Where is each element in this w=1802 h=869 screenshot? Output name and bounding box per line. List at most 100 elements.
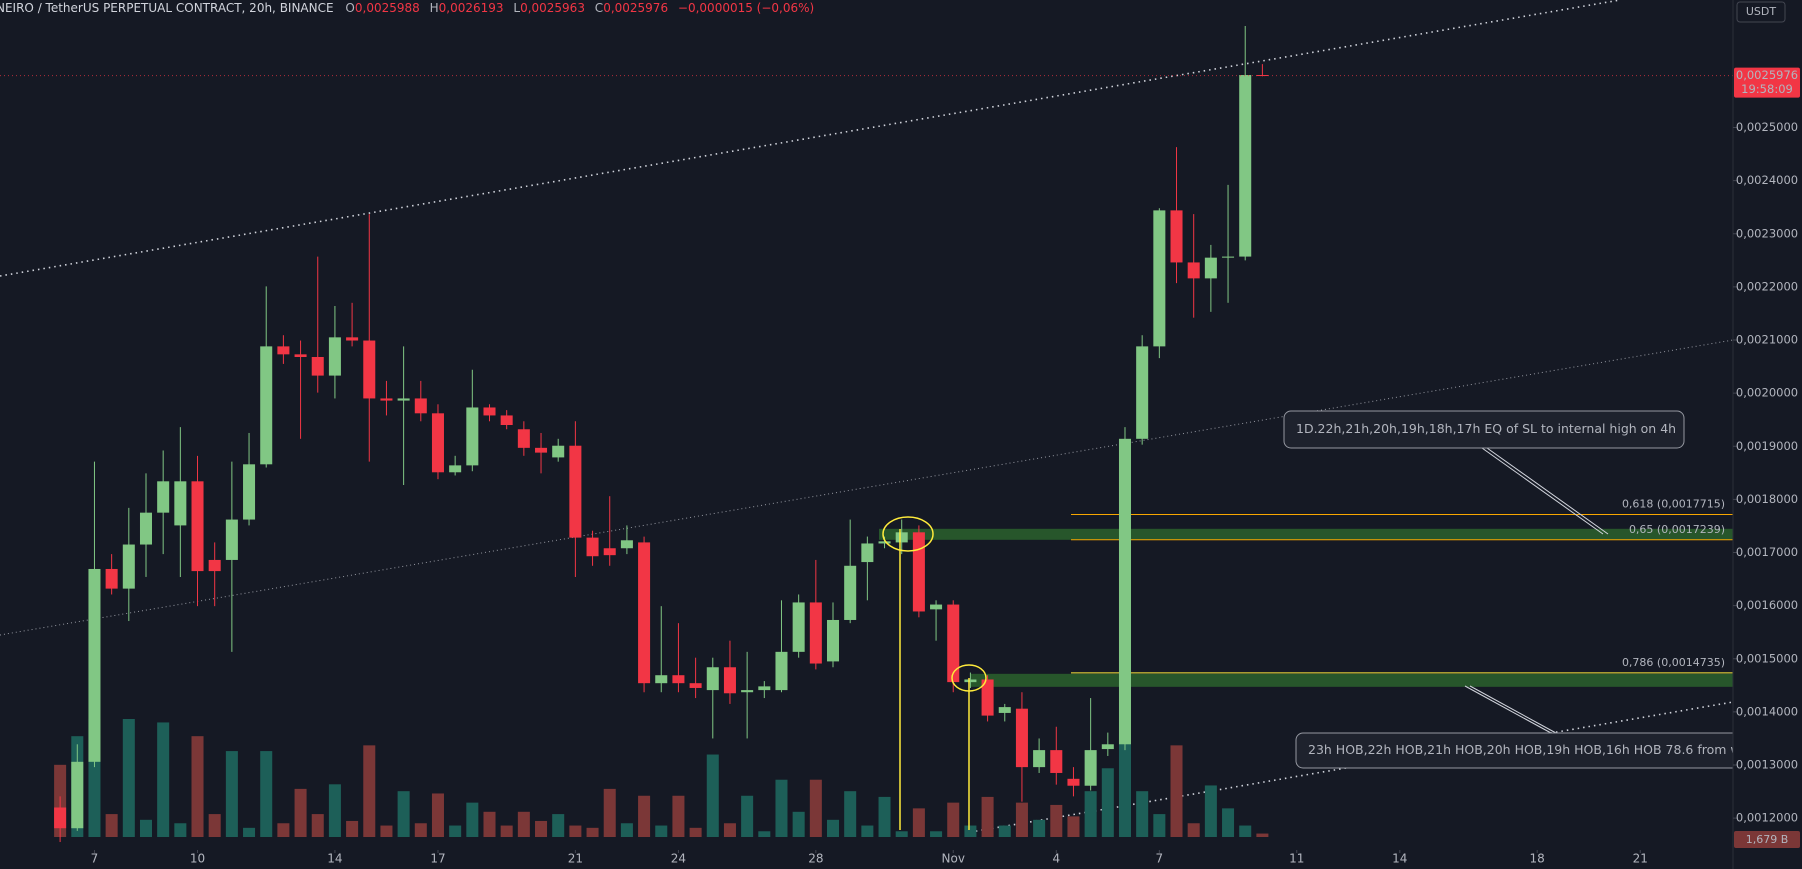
candle-body <box>1187 262 1200 279</box>
volume-bar <box>414 823 427 837</box>
volume-bar <box>397 791 410 837</box>
volume-bar <box>655 825 668 837</box>
candle-body <box>844 565 857 620</box>
volume-bar <box>1033 819 1046 837</box>
volume-bar <box>844 791 857 837</box>
candle-body <box>535 447 548 453</box>
volume-bar <box>930 831 943 837</box>
candle-body <box>380 398 393 401</box>
y-tick-label: 0,0018000 <box>1736 492 1798 506</box>
volume-tag <box>1734 831 1800 848</box>
legend-key: H <box>430 1 439 15</box>
candle-body <box>500 415 513 425</box>
legend-value: 0,0025988 <box>355 1 420 15</box>
candle-body <box>878 541 891 544</box>
volume-bar <box>174 823 187 837</box>
callout-line <box>1469 685 1557 734</box>
candle-body <box>397 398 410 401</box>
volume-bar <box>1187 823 1200 837</box>
y-tick-label: 0,0023000 <box>1736 226 1798 240</box>
volume-bar <box>895 831 908 837</box>
volume-bar <box>1222 808 1235 837</box>
volume-bar <box>998 825 1011 837</box>
volume-bar <box>878 796 891 837</box>
countdown: 19:58:09 <box>1741 82 1793 96</box>
candle-body <box>912 532 925 612</box>
volume-bar <box>1204 785 1217 837</box>
change: −0,0000015 (−0,06%) <box>678 1 814 15</box>
y-tick-label: 0,0012000 <box>1736 811 1798 825</box>
volume-bar <box>758 831 771 837</box>
y-tick-label: 0,0013000 <box>1736 758 1798 772</box>
volume-bar <box>208 814 221 837</box>
volume-bar <box>809 779 822 837</box>
candle-body <box>964 679 977 683</box>
chart-title: NEIRO / TetherUS PERPETUAL CONTRACT, 20h… <box>0 1 334 15</box>
volume-bar <box>638 795 651 837</box>
volume-bar <box>1153 814 1166 837</box>
candle-body <box>208 559 221 572</box>
candle-body <box>672 675 685 684</box>
candle-body <box>1033 750 1046 768</box>
volume-bar <box>431 793 444 837</box>
marker <box>882 516 934 552</box>
x-tick-label: 4 <box>1052 852 1060 866</box>
candle-body <box>861 543 874 563</box>
volume-bar <box>1170 745 1183 837</box>
candle-body <box>586 537 599 557</box>
x-tick-label: 24 <box>671 852 686 866</box>
fib-label: 0,65 (0,0017239) <box>1629 523 1725 536</box>
candle-body <box>1084 750 1097 786</box>
candle-body <box>1153 210 1166 347</box>
y-tick-label: 0,0021000 <box>1736 333 1798 347</box>
candle-body <box>431 413 444 473</box>
legend-key: O <box>345 1 354 15</box>
candle-body <box>1170 210 1183 263</box>
candle-body <box>603 548 616 556</box>
y-tick-label: 0,0016000 <box>1736 598 1798 612</box>
volume-bar <box>483 811 496 837</box>
volume-bar <box>1136 791 1149 837</box>
candle-body <box>414 398 427 414</box>
volume-bar <box>689 827 702 837</box>
candle-body <box>689 683 702 688</box>
x-tick-label: 18 <box>1530 852 1545 866</box>
candle-body <box>981 679 994 716</box>
candle-body <box>1050 750 1063 773</box>
candle-body <box>706 667 719 691</box>
currency[interactable]: USDT <box>1746 5 1777 18</box>
zone <box>879 528 1733 540</box>
candle-body <box>277 346 290 355</box>
candle-body <box>1239 75 1252 257</box>
price-tag <box>1734 67 1800 98</box>
callout-line <box>1486 447 1609 535</box>
volume-bar <box>380 825 393 837</box>
candle-body <box>930 604 943 610</box>
trendline <box>964 701 1733 834</box>
x-tick-label: 7 <box>91 852 99 866</box>
annotation: 1D.22h,21h,20h,19h,18h,17h EQ of SL to i… <box>1296 421 1676 436</box>
volume-bar <box>1067 816 1080 837</box>
x-tick-label: 7 <box>1156 852 1164 866</box>
fib-label: 0,618 (0,0017715) <box>1622 498 1725 511</box>
y-tick-label: 0,0020000 <box>1736 386 1798 400</box>
volume-bar <box>363 745 376 837</box>
y-tick-label: 0,0014000 <box>1736 704 1798 718</box>
candle-body <box>157 481 170 513</box>
candle-body <box>54 807 67 829</box>
price-tag-label: 0,0025976 <box>1736 68 1798 82</box>
currency-button[interactable] <box>1736 1 1786 23</box>
candle-body <box>1118 438 1132 745</box>
callout-line <box>1464 685 1552 734</box>
candle-body <box>1136 346 1149 439</box>
callout-line <box>1481 447 1604 535</box>
volume-bar <box>775 779 788 837</box>
y-tick-label: 0,0022000 <box>1736 279 1798 293</box>
candle-body <box>243 464 256 520</box>
candle-body <box>191 481 204 572</box>
x-tick-label: 14 <box>327 852 342 866</box>
trendline <box>0 339 1733 636</box>
candle-body <box>998 707 1011 713</box>
x-tick-label: 28 <box>808 852 823 866</box>
chart-header: NEIRO / TetherUS PERPETUAL CONTRACT, 20h… <box>0 1 814 15</box>
